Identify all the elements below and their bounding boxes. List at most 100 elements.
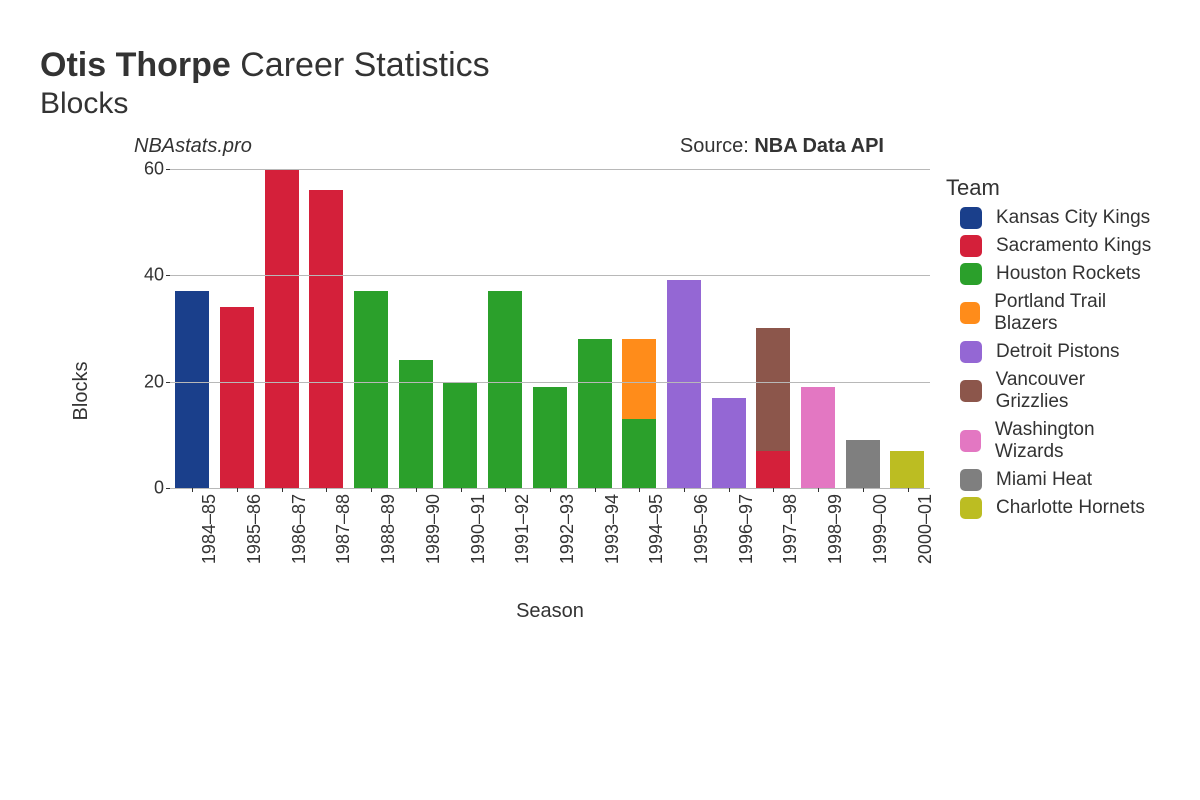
x-tick-mark <box>595 488 596 492</box>
bars-container <box>170 158 930 488</box>
x-tick-label: 1991–92 <box>512 494 533 564</box>
bar-segment <box>890 451 924 488</box>
x-axis-label: Season <box>170 600 930 623</box>
y-axis-label: Blocks <box>70 361 93 420</box>
grid-line <box>170 382 930 383</box>
legend-label: Portland Trail Blazers <box>994 291 1160 335</box>
bar-slot <box>349 158 394 488</box>
legend-item: Houston Rockets <box>946 263 1160 285</box>
x-tick-mark <box>684 488 685 492</box>
chart-subtitle: Blocks <box>40 87 1160 121</box>
bar-segment <box>443 382 477 488</box>
legend: Team Kansas City KingsSacramento KingsHo… <box>946 175 1160 525</box>
legend-item: Sacramento Kings <box>946 235 1160 257</box>
legend-item: Miami Heat <box>946 469 1160 491</box>
x-tick-mark <box>729 488 730 492</box>
plot-area: 0204060 <box>130 158 930 488</box>
bar-segment <box>309 190 343 488</box>
bar-segment <box>667 280 701 488</box>
bar-slot <box>840 158 885 488</box>
chart-header-row: NBAstats.pro Source: NBA Data API <box>130 135 888 158</box>
legend-swatch <box>960 430 981 452</box>
legend-item: Vancouver Grizzlies <box>946 369 1160 413</box>
bar-segment <box>801 387 835 488</box>
bar-slot <box>393 158 438 488</box>
x-tick-mark <box>908 488 909 492</box>
x-tick-mark <box>237 488 238 492</box>
x-tick-mark <box>326 488 327 492</box>
x-tick-label: 1988–89 <box>378 494 399 564</box>
x-ticks: 1984–85 1985–86 1986–87 1987–88 1988–89 1989–… <box>170 488 930 588</box>
legend-swatch <box>960 235 982 257</box>
source-name: NBA Data API <box>754 135 884 157</box>
bar-segment <box>533 387 567 488</box>
bar-slot <box>751 158 796 488</box>
bar-segment <box>175 291 209 488</box>
legend-swatch <box>960 263 982 285</box>
x-tick-mark <box>863 488 864 492</box>
bar-slot <box>483 158 528 488</box>
legend-swatch <box>960 341 982 363</box>
site-credit: NBAstats.pro <box>134 135 252 158</box>
chart-title: Otis Thorpe Career Statistics <box>40 46 1160 85</box>
x-tick-label: 1986–87 <box>289 494 310 564</box>
bar-slot <box>572 158 617 488</box>
legend-label: Sacramento Kings <box>996 235 1151 257</box>
legend-label: Washington Wizards <box>995 419 1160 463</box>
grid-line <box>170 275 930 276</box>
bar-segment <box>265 169 299 488</box>
x-tick-mark <box>818 488 819 492</box>
title-rest: Career Statistics <box>231 46 490 84</box>
x-tick-label: 2000–01 <box>915 494 936 564</box>
y-tick-mark <box>166 382 170 383</box>
legend-swatch <box>960 302 980 324</box>
legend-item: Charlotte Hornets <box>946 497 1160 519</box>
bar-segment <box>846 440 880 488</box>
y-tick-mark <box>166 169 170 170</box>
bar-segment <box>756 451 790 488</box>
bar-segment <box>756 328 790 450</box>
bar-slot <box>662 158 707 488</box>
x-tick-label: 1997–98 <box>780 494 801 564</box>
x-tick-label: 1992–93 <box>557 494 578 564</box>
x-tick-label: 1995–96 <box>691 494 712 564</box>
x-tick-mark <box>505 488 506 492</box>
legend-label: Detroit Pistons <box>996 341 1120 363</box>
source-credit: Source: NBA Data API <box>680 135 884 158</box>
source-label: Source: <box>680 135 754 157</box>
x-tick-label: 1989–90 <box>423 494 444 564</box>
legend-swatch <box>960 380 982 402</box>
x-tick-label: 1987–88 <box>333 494 354 564</box>
bar-slot <box>885 158 930 488</box>
legend-label: Kansas City Kings <box>996 207 1150 229</box>
x-tick-label: 1993–94 <box>602 494 623 564</box>
bar-slot <box>215 158 260 488</box>
bar-slot <box>170 158 215 488</box>
legend-label: Houston Rockets <box>996 263 1141 285</box>
y-tick-label: 0 <box>130 478 164 499</box>
bar-slot <box>796 158 841 488</box>
x-tick-label: 1996–97 <box>736 494 757 564</box>
y-tick-label: 40 <box>130 265 164 286</box>
bar-segment <box>578 339 612 488</box>
x-tick-label: 1998–99 <box>825 494 846 564</box>
legend-label: Vancouver Grizzlies <box>996 369 1160 413</box>
x-tick-label: 1984–85 <box>199 494 220 564</box>
legend-swatch <box>960 469 982 491</box>
title-bold: Otis Thorpe <box>40 46 231 84</box>
bar-segment <box>622 419 656 488</box>
bar-slot <box>706 158 751 488</box>
grid-line <box>170 169 930 170</box>
x-tick-mark <box>461 488 462 492</box>
bar-segment <box>354 291 388 488</box>
legend-item: Kansas City Kings <box>946 207 1160 229</box>
x-tick-label: 1985–86 <box>244 494 265 564</box>
x-tick-label: 1994–95 <box>646 494 667 564</box>
x-tick-label: 1990–91 <box>468 494 489 564</box>
y-tick-mark <box>166 275 170 276</box>
x-tick-mark <box>773 488 774 492</box>
legend-item: Portland Trail Blazers <box>946 291 1160 335</box>
bar-segment <box>712 398 746 488</box>
y-tick-label: 60 <box>130 158 164 179</box>
x-tick-mark <box>639 488 640 492</box>
